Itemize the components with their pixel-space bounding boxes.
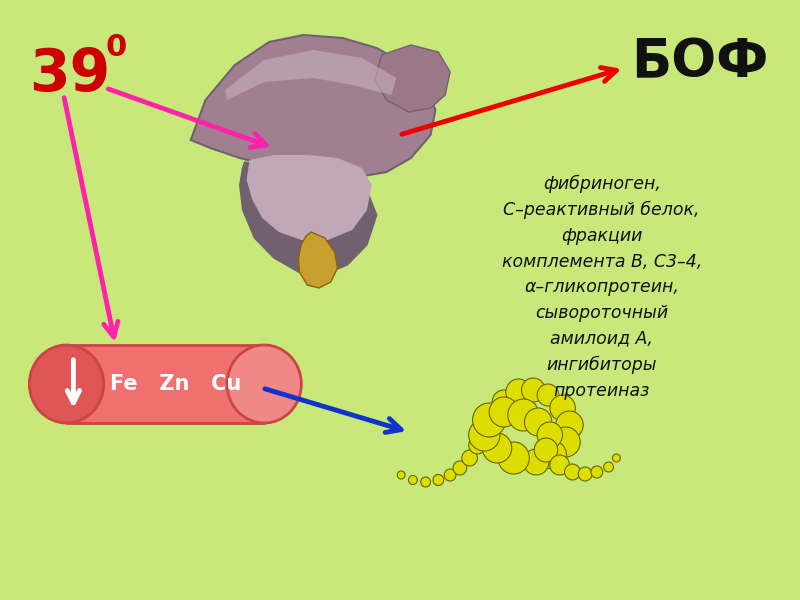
Ellipse shape xyxy=(30,345,104,423)
Polygon shape xyxy=(374,45,450,112)
Circle shape xyxy=(469,419,500,451)
Circle shape xyxy=(409,475,418,485)
Circle shape xyxy=(550,455,570,475)
Circle shape xyxy=(556,411,583,439)
Text: фибриноген,
С–реактивный белок,
фракции
комплемента В, С3–4,
α–гликопротеин,
сыв: фибриноген, С–реактивный белок, фракции … xyxy=(502,175,702,400)
Circle shape xyxy=(490,397,518,427)
Circle shape xyxy=(506,379,531,405)
Circle shape xyxy=(474,420,494,440)
Circle shape xyxy=(444,469,456,481)
Circle shape xyxy=(523,449,549,475)
Circle shape xyxy=(534,438,558,462)
Circle shape xyxy=(421,477,430,487)
Circle shape xyxy=(525,408,552,436)
Circle shape xyxy=(481,404,502,426)
Circle shape xyxy=(551,427,580,457)
Text: 39: 39 xyxy=(30,46,110,103)
Circle shape xyxy=(482,433,512,463)
Circle shape xyxy=(522,378,545,402)
Polygon shape xyxy=(190,35,435,178)
Circle shape xyxy=(492,390,516,414)
Polygon shape xyxy=(225,50,396,100)
Ellipse shape xyxy=(227,345,302,423)
Bar xyxy=(66,345,264,423)
Circle shape xyxy=(613,454,620,462)
Circle shape xyxy=(604,462,614,472)
Circle shape xyxy=(398,471,405,479)
Circle shape xyxy=(537,422,562,448)
Circle shape xyxy=(462,450,478,466)
Circle shape xyxy=(498,442,530,474)
Text: БОФ: БОФ xyxy=(631,36,769,88)
Circle shape xyxy=(473,403,506,437)
Circle shape xyxy=(433,475,444,485)
Circle shape xyxy=(550,395,575,421)
Circle shape xyxy=(537,384,558,406)
Circle shape xyxy=(591,466,602,478)
Circle shape xyxy=(539,441,566,469)
Polygon shape xyxy=(246,155,372,240)
Polygon shape xyxy=(240,162,377,275)
Polygon shape xyxy=(298,232,338,288)
Circle shape xyxy=(508,399,539,431)
Circle shape xyxy=(469,436,486,454)
Circle shape xyxy=(453,461,466,475)
Text: Fe   Zn   Cu: Fe Zn Cu xyxy=(110,374,242,394)
Text: 0: 0 xyxy=(106,34,127,62)
Circle shape xyxy=(578,467,592,481)
Circle shape xyxy=(565,464,580,480)
